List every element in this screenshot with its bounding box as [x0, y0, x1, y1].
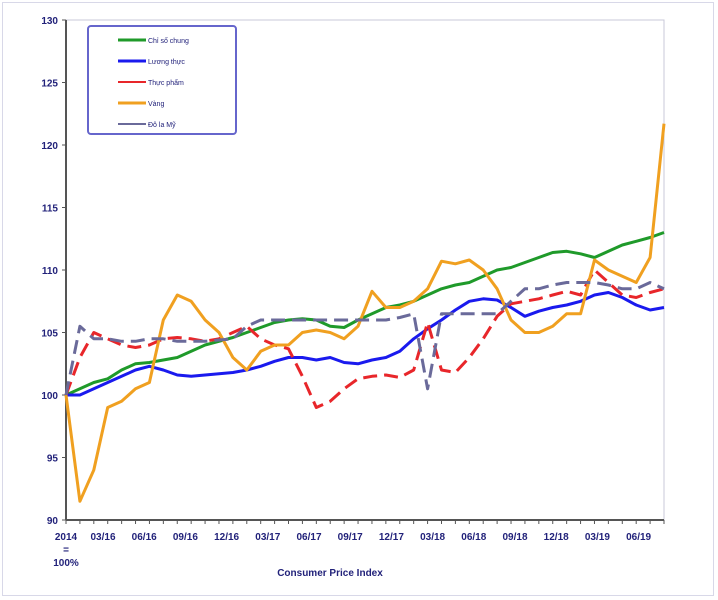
x-tick-label: 03/18: [420, 532, 445, 543]
x-axis-title: Consumer Price Index: [277, 568, 383, 579]
x-tick-label: 06/19: [626, 532, 651, 543]
legend-box: [87, 25, 237, 135]
x-tick-label: 2014 = 100%: [53, 532, 79, 569]
x-tick-label: 09/16: [173, 532, 198, 543]
y-tick-label: 90: [47, 516, 59, 527]
series-line-0: [65, 231, 665, 397]
x-tick-label-line: 100%: [53, 558, 79, 569]
legend-label: Đô la Mỹ: [148, 122, 176, 129]
x-tick-label: 09/18: [502, 532, 527, 543]
x-tick-label: 06/16: [132, 532, 157, 543]
y-tick-label: 120: [41, 141, 58, 152]
series-line-1: [66, 291, 665, 397]
x-tick-label-line: =: [63, 545, 69, 556]
x-tick-label: 03/16: [90, 532, 115, 543]
x-tick-label: 12/16: [214, 532, 239, 543]
y-tick-label: 100: [41, 391, 58, 402]
x-tick-label: 09/17: [338, 532, 363, 543]
x-tick-label: 12/17: [379, 532, 404, 543]
x-tick-label: 03/17: [255, 532, 280, 543]
legend-label: Vàng: [148, 101, 164, 108]
x-tick-label: 06/18: [461, 532, 486, 543]
x-tick-label-line: 2014: [55, 532, 78, 543]
y-tick-label: 95: [47, 454, 59, 465]
legend-label: Lương thực: [148, 59, 185, 66]
legend-label: Thực phẩm: [148, 79, 184, 87]
x-tick-label: 12/18: [544, 532, 569, 543]
legend-label: Chỉ số chung: [148, 36, 189, 45]
series-line-2: [64, 268, 665, 409]
y-tick-label: 130: [41, 16, 58, 27]
y-tick-label: 115: [42, 204, 59, 215]
series-line-4: [64, 281, 665, 396]
x-tick-label: 03/19: [585, 532, 610, 543]
x-tick-label: 06/17: [296, 532, 321, 543]
y-tick-label: 105: [41, 329, 58, 340]
y-tick-label: 110: [42, 266, 59, 277]
y-tick-label: 125: [41, 79, 58, 90]
series-line-3: [64, 123, 666, 503]
